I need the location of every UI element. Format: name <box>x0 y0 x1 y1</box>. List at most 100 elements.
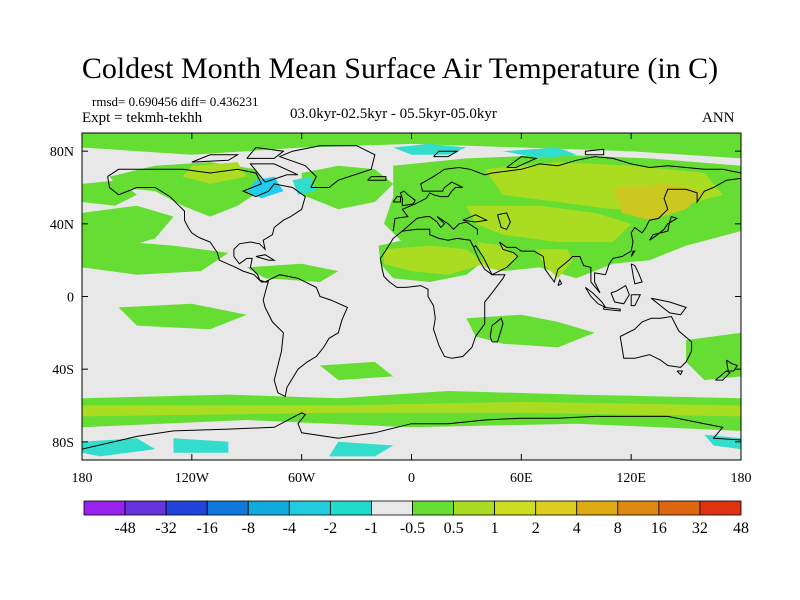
coast-black-sea <box>462 214 489 223</box>
patch-arabia <box>477 242 518 272</box>
coast-caspian <box>497 212 511 230</box>
colorbar-label: 32 <box>692 520 708 537</box>
coast-svalbard <box>433 150 460 158</box>
coast-new-zealand-south <box>715 370 731 381</box>
coast-australia <box>619 315 693 368</box>
coast-asia-north <box>491 156 741 174</box>
patch-atlantic-band <box>246 263 339 282</box>
colorbar-swatch <box>206 500 249 516</box>
coast-south-america <box>262 274 349 398</box>
lat-tick-label: 0 <box>67 291 74 306</box>
colorbar-swatch <box>371 500 413 516</box>
coast-tasmania <box>676 370 684 376</box>
coast-ireland <box>392 196 401 203</box>
coast-java <box>603 306 621 312</box>
colorbar-swatch <box>453 500 496 516</box>
coast-borneo <box>610 284 630 305</box>
patch-north-canada <box>182 162 247 184</box>
patch-north-pacific-east <box>82 205 174 250</box>
coast-antarctica <box>82 412 741 450</box>
patch-india <box>536 249 573 279</box>
season-label: ANN <box>702 110 735 126</box>
coast-asia-east <box>473 177 741 294</box>
map-plot-area <box>82 133 741 460</box>
colorbar-label: -1 <box>365 520 378 537</box>
colorbar-label: 2 <box>532 520 540 537</box>
colorbar-label: -32 <box>155 520 176 537</box>
longitude-axis: 180 120W 60W 0 60E 120E 180 <box>72 133 752 486</box>
colorbar-label: 48 <box>733 520 749 537</box>
lat-tick-label: 40S <box>52 363 74 378</box>
coast-north-america <box>107 168 306 283</box>
colorbar-label: 8 <box>614 520 622 537</box>
colorbar-swatch <box>288 500 331 516</box>
patch-antarctic-cold-2 <box>173 438 229 453</box>
colorbar-swatch <box>412 500 454 516</box>
coastlines <box>82 145 741 450</box>
coast-uk <box>399 190 416 207</box>
patch-arctic-north <box>82 133 741 159</box>
colorbar-label: -0.5 <box>400 520 425 537</box>
patch-arctic-cold-1 <box>393 143 467 155</box>
colorbar-label: 1 <box>491 520 499 537</box>
lon-tick-label: 180 <box>731 471 752 486</box>
coast-novaya-zemlya <box>506 156 538 168</box>
lon-tick-label: 60W <box>288 471 316 486</box>
coast-cuba <box>255 254 276 261</box>
coast-europe <box>392 166 493 232</box>
colorbar-label: -4 <box>283 520 296 537</box>
patch-southeast-pacific <box>118 303 247 330</box>
lon-tick-label: 120E <box>616 471 646 486</box>
coast-new-guinea <box>650 297 687 316</box>
patch-north-africa <box>384 245 485 275</box>
colorbar-label: -16 <box>197 520 218 537</box>
colorbar-label: -2 <box>324 520 337 537</box>
colorbar-swatch <box>699 500 742 516</box>
experiment-label: Expt = tekmh-tekhh <box>82 110 203 126</box>
colorbar-swatch <box>494 500 537 516</box>
colorbar-swatch <box>124 500 167 516</box>
colorbar-label: 16 <box>651 520 667 537</box>
lon-tick-label: 0 <box>408 471 415 486</box>
colorbar-swatch <box>83 500 126 516</box>
period-label: 03.0kyr-02.5kyr - 05.5kyr-05.0kyr <box>290 106 497 122</box>
coast-japan <box>649 215 679 241</box>
patch-arctic-cold-2 <box>503 147 577 159</box>
coast-taiwan <box>630 250 636 257</box>
lat-tick-label: 80S <box>52 436 74 451</box>
coast-madagascar <box>489 317 504 343</box>
colorbar-swatch <box>576 500 619 516</box>
coast-philippines <box>630 263 643 285</box>
map-title: Coldest Month Mean Surface Air Temperatu… <box>81 52 719 85</box>
lon-tick-label: 120W <box>175 471 210 486</box>
colorbar-swatch <box>329 500 372 516</box>
patch-labrador-cold <box>292 176 317 195</box>
patch-north-atlantic <box>301 165 394 210</box>
colorbar-swatch <box>617 500 660 516</box>
lat-tick-label: 40N <box>50 218 74 233</box>
coast-new-zealand <box>725 359 739 372</box>
coast-africa <box>379 228 506 359</box>
coast-med-north <box>401 216 478 235</box>
patch-pacific-band <box>82 238 229 275</box>
anomaly-field <box>82 133 741 457</box>
lon-tick-label: 60E <box>510 471 533 486</box>
stats-text: rmsd= 0.690456 diff= 0.436231 <box>92 94 259 109</box>
patch-antarctic-cold-1 <box>82 438 156 457</box>
coast-sulawesi <box>630 294 642 307</box>
latitude-axis: 80N 40N 0 40S 80S <box>50 145 741 451</box>
colorbar-swatch <box>165 500 208 516</box>
lon-tick-label: 180 <box>72 471 93 486</box>
colorbar-label: 0.5 <box>444 520 464 537</box>
patch-east-asia <box>612 183 705 221</box>
colorbar-swatch <box>247 500 290 516</box>
coast-arctic-islands-2 <box>246 146 285 159</box>
colorbar: -48 -32 -16 -8 -4 -2 -1 -0.5 0.5 1 2 4 8 16 32 48 <box>83 500 749 537</box>
colorbar-swatch <box>535 500 578 516</box>
patch-hudson-cold <box>246 176 284 199</box>
coast-baffin <box>249 163 299 183</box>
coast-arctic-islands-1 <box>191 154 240 163</box>
patch-southern-band <box>82 401 741 417</box>
colorbar-label: 4 <box>573 520 581 537</box>
